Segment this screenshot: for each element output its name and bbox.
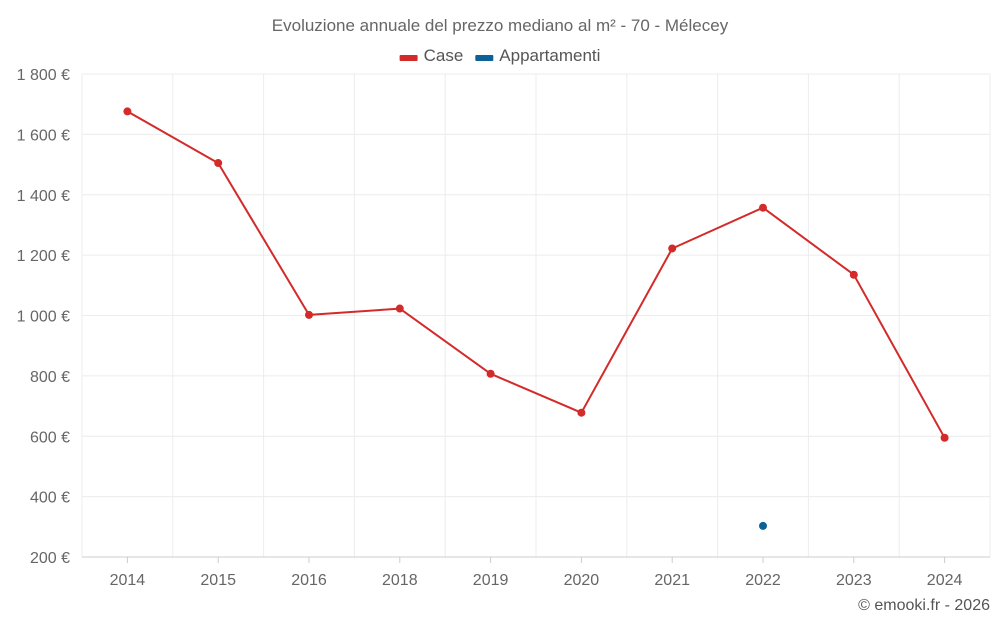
data-point-case (123, 107, 132, 116)
y-tick-label: 1 000 € (17, 309, 70, 326)
legend-label: Appartamenti (499, 46, 600, 65)
data-point-appartamenti (759, 521, 767, 530)
x-tick-label: 2016 (291, 572, 327, 589)
data-point-case (395, 304, 404, 313)
legend-label: Case (424, 46, 464, 65)
y-axis: 200 € 400 € 600 € 800 € 1 000 € 1 200 € 1 400 … (17, 67, 70, 567)
data-point-case (668, 244, 677, 253)
data-point-case (305, 310, 313, 319)
grid (81, 73, 991, 557)
series-layer (123, 107, 949, 530)
y-tick-label: 1 200 € (17, 248, 70, 265)
x-tick-label: 2018 (382, 572, 418, 589)
x-tick-label: 2015 (200, 572, 236, 589)
y-tick-label: 800 € (30, 369, 70, 386)
series-line-case (126, 110, 946, 439)
credit-text: © emooki.fr - 2026 (858, 597, 990, 614)
y-tick-label: 1 400 € (17, 188, 70, 205)
legend-item-case: Case (399, 46, 464, 65)
y-tick-label: 200 € (30, 550, 70, 567)
data-point-case (214, 159, 223, 168)
x-tick-label: 2019 (473, 572, 509, 589)
x-tick-label: 2022 (745, 572, 781, 589)
x-tick-label: 2021 (654, 572, 690, 589)
legend-swatch (399, 55, 418, 61)
y-tick-label: 600 € (30, 429, 70, 446)
x-tick-label: 2023 (836, 572, 872, 589)
y-tick-label: 1 800 € (17, 67, 70, 84)
legend-item-appartamenti: Appartamenti (475, 46, 600, 65)
legend: Case Appartamenti (399, 46, 600, 65)
y-tick-label: 400 € (30, 490, 70, 507)
chart-title: Evoluzione annuale del prezzo mediano al… (272, 16, 729, 35)
data-point-case (940, 433, 949, 442)
data-point-case (759, 203, 767, 212)
legend-swatch (475, 55, 494, 61)
data-point-case (577, 408, 586, 417)
x-tick-label: 2020 (564, 572, 600, 589)
x-tick-label: 2014 (110, 572, 146, 589)
y-tick-label: 1 600 € (17, 127, 70, 144)
data-point-case (486, 369, 495, 378)
x-axis: 2014 2015 2016 2018 2019 2020 2021 2022 2023 2024 (82, 556, 990, 589)
x-tick-label: 2024 (927, 572, 963, 589)
data-point-case (849, 270, 858, 279)
